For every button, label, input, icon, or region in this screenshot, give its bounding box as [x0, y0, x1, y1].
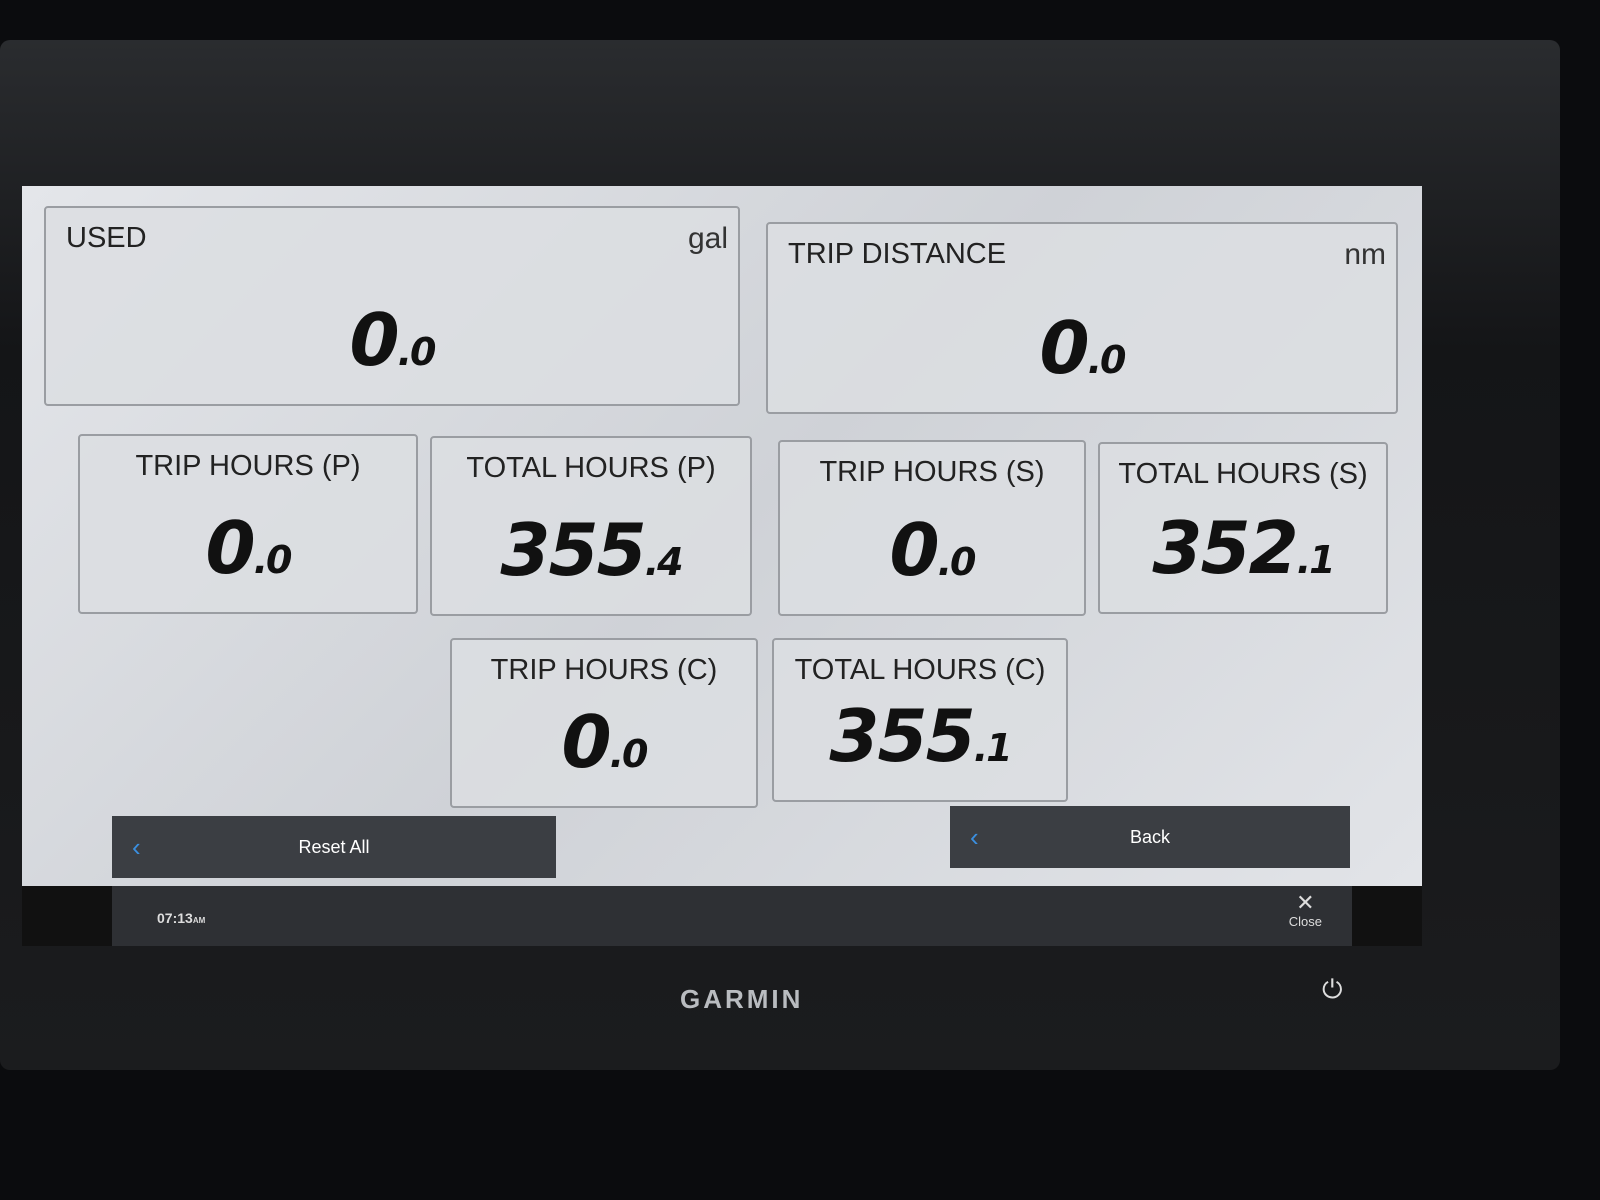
gauge-page: USED gal 0.0 TRIP DISTANCE nm 0.0 TRIP H… [22, 186, 1422, 886]
tile-value: 0.0 [205, 506, 293, 590]
tile-value: 0.0 [561, 700, 649, 784]
reset-all-button[interactable]: ‹ Reset All [112, 816, 556, 878]
back-label: Back [1129, 826, 1171, 847]
tile-label: TOTAL HOURS (S) [1118, 458, 1368, 490]
tile-label: TRIP HOURS (C) [490, 654, 718, 686]
tile-label: TRIP HOURS (P) [135, 450, 361, 482]
tile-value: 355.4 [500, 508, 683, 592]
clock: 07:13AM [157, 910, 206, 926]
tile-value: 0.0 [889, 508, 977, 592]
tile-total-hours-p[interactable]: TOTAL HOURS (P) 355.4 [430, 436, 752, 616]
tile-label: USED [66, 222, 147, 254]
tile-label: TOTAL HOURS (C) [794, 654, 1046, 686]
tile-trip-hours-c[interactable]: TRIP HOURS (C) 0.0 [450, 638, 758, 808]
screen: USED gal 0.0 TRIP DISTANCE nm 0.0 TRIP H… [22, 186, 1422, 946]
tile-label: TRIP DISTANCE [788, 238, 1007, 270]
close-icon: ✕ [1296, 890, 1315, 915]
tile-unit: gal [687, 222, 728, 255]
tile-value: 355.1 [829, 694, 1012, 778]
reset-all-label: Reset All [298, 836, 370, 857]
tile-label: TRIP HOURS (S) [819, 456, 1045, 488]
power-icon[interactable]: ⏻ [1322, 974, 1343, 1004]
status-bar: 07:13AM ✕ Close [112, 886, 1352, 946]
tile-value: 0.0 [1039, 306, 1127, 390]
tile-total-hours-s[interactable]: TOTAL HOURS (S) 352.1 [1098, 442, 1388, 614]
tile-unit: nm [1344, 238, 1386, 271]
close-button[interactable]: ✕ Close [1288, 890, 1322, 930]
chevron-left-icon: ‹ [132, 831, 141, 862]
tile-trip-distance[interactable]: TRIP DISTANCE nm 0.0 [766, 222, 1398, 414]
tile-value: 0.0 [349, 298, 437, 382]
tile-label: TOTAL HOURS (P) [466, 452, 716, 484]
tile-trip-hours-s[interactable]: TRIP HOURS (S) 0.0 [778, 440, 1086, 616]
tile-total-hours-c[interactable]: TOTAL HOURS (C) 355.1 [772, 638, 1068, 802]
close-label: Close [1288, 914, 1322, 929]
chevron-left-icon: ‹ [970, 821, 979, 852]
back-button[interactable]: ‹ Back [950, 806, 1350, 868]
tile-used[interactable]: USED gal 0.0 [44, 206, 740, 406]
tile-value: 352.1 [1152, 506, 1335, 590]
garmin-logo: GARMIN [680, 984, 804, 1014]
tile-trip-hours-p[interactable]: TRIP HOURS (P) 0.0 [78, 434, 418, 614]
